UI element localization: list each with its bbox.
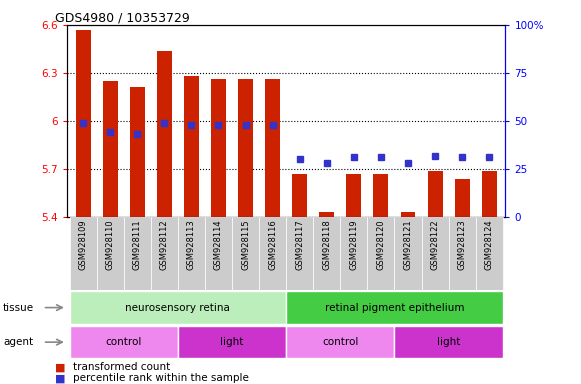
Text: GSM928121: GSM928121 bbox=[403, 219, 413, 270]
Bar bbox=[157, 51, 172, 217]
Bar bbox=[367, 217, 394, 290]
Text: transformed count: transformed count bbox=[73, 362, 170, 372]
Text: GSM928120: GSM928120 bbox=[376, 219, 385, 270]
Bar bbox=[374, 174, 388, 217]
Text: retinal pigment epithelium: retinal pigment epithelium bbox=[325, 303, 464, 313]
Text: GSM928112: GSM928112 bbox=[160, 219, 169, 270]
Bar bbox=[96, 217, 124, 290]
Bar bbox=[130, 87, 145, 217]
Bar bbox=[205, 217, 232, 290]
Text: GSM928109: GSM928109 bbox=[78, 219, 88, 270]
Bar bbox=[211, 79, 226, 217]
Bar bbox=[232, 217, 259, 290]
Text: ■: ■ bbox=[55, 373, 69, 383]
Bar bbox=[313, 217, 340, 290]
Bar bbox=[103, 81, 117, 217]
Bar bbox=[400, 212, 415, 217]
Text: GSM928116: GSM928116 bbox=[268, 219, 277, 270]
Text: GSM928114: GSM928114 bbox=[214, 219, 223, 270]
Bar bbox=[286, 291, 503, 324]
Text: light: light bbox=[437, 337, 460, 347]
Bar bbox=[150, 217, 178, 290]
Text: light: light bbox=[220, 337, 243, 347]
Bar bbox=[70, 326, 178, 358]
Bar bbox=[394, 217, 422, 290]
Text: tissue: tissue bbox=[3, 303, 34, 313]
Bar bbox=[482, 170, 497, 217]
Text: GSM928115: GSM928115 bbox=[241, 219, 250, 270]
Text: neurosensory retina: neurosensory retina bbox=[125, 303, 230, 313]
Bar bbox=[394, 326, 503, 358]
Bar bbox=[428, 170, 443, 217]
Text: GSM928117: GSM928117 bbox=[295, 219, 304, 270]
Bar bbox=[346, 174, 361, 217]
Text: agent: agent bbox=[3, 337, 33, 347]
Bar bbox=[76, 30, 91, 217]
Bar bbox=[320, 212, 334, 217]
Text: GSM928110: GSM928110 bbox=[106, 219, 114, 270]
Text: control: control bbox=[106, 337, 142, 347]
Bar bbox=[178, 326, 286, 358]
Bar bbox=[70, 291, 286, 324]
Bar bbox=[292, 174, 307, 217]
Bar bbox=[259, 217, 286, 290]
Text: GSM928113: GSM928113 bbox=[187, 219, 196, 270]
Text: percentile rank within the sample: percentile rank within the sample bbox=[73, 373, 249, 383]
Bar bbox=[70, 217, 96, 290]
Text: control: control bbox=[322, 337, 358, 347]
Text: GSM928118: GSM928118 bbox=[322, 219, 331, 270]
Text: GDS4980 / 10353729: GDS4980 / 10353729 bbox=[55, 12, 190, 25]
Bar bbox=[184, 76, 199, 217]
Text: GSM928122: GSM928122 bbox=[431, 219, 440, 270]
Text: GSM928123: GSM928123 bbox=[458, 219, 467, 270]
Bar bbox=[286, 326, 394, 358]
Bar bbox=[265, 79, 280, 217]
Bar bbox=[286, 217, 313, 290]
Bar bbox=[455, 179, 469, 217]
Bar bbox=[449, 217, 476, 290]
Bar bbox=[178, 217, 205, 290]
Text: GSM928124: GSM928124 bbox=[485, 219, 494, 270]
Bar bbox=[238, 79, 253, 217]
Text: GSM928119: GSM928119 bbox=[349, 219, 358, 270]
Bar bbox=[124, 217, 150, 290]
Bar bbox=[476, 217, 503, 290]
Bar bbox=[422, 217, 449, 290]
Text: GSM928111: GSM928111 bbox=[132, 219, 142, 270]
Text: ■: ■ bbox=[55, 362, 69, 372]
Bar bbox=[340, 217, 367, 290]
